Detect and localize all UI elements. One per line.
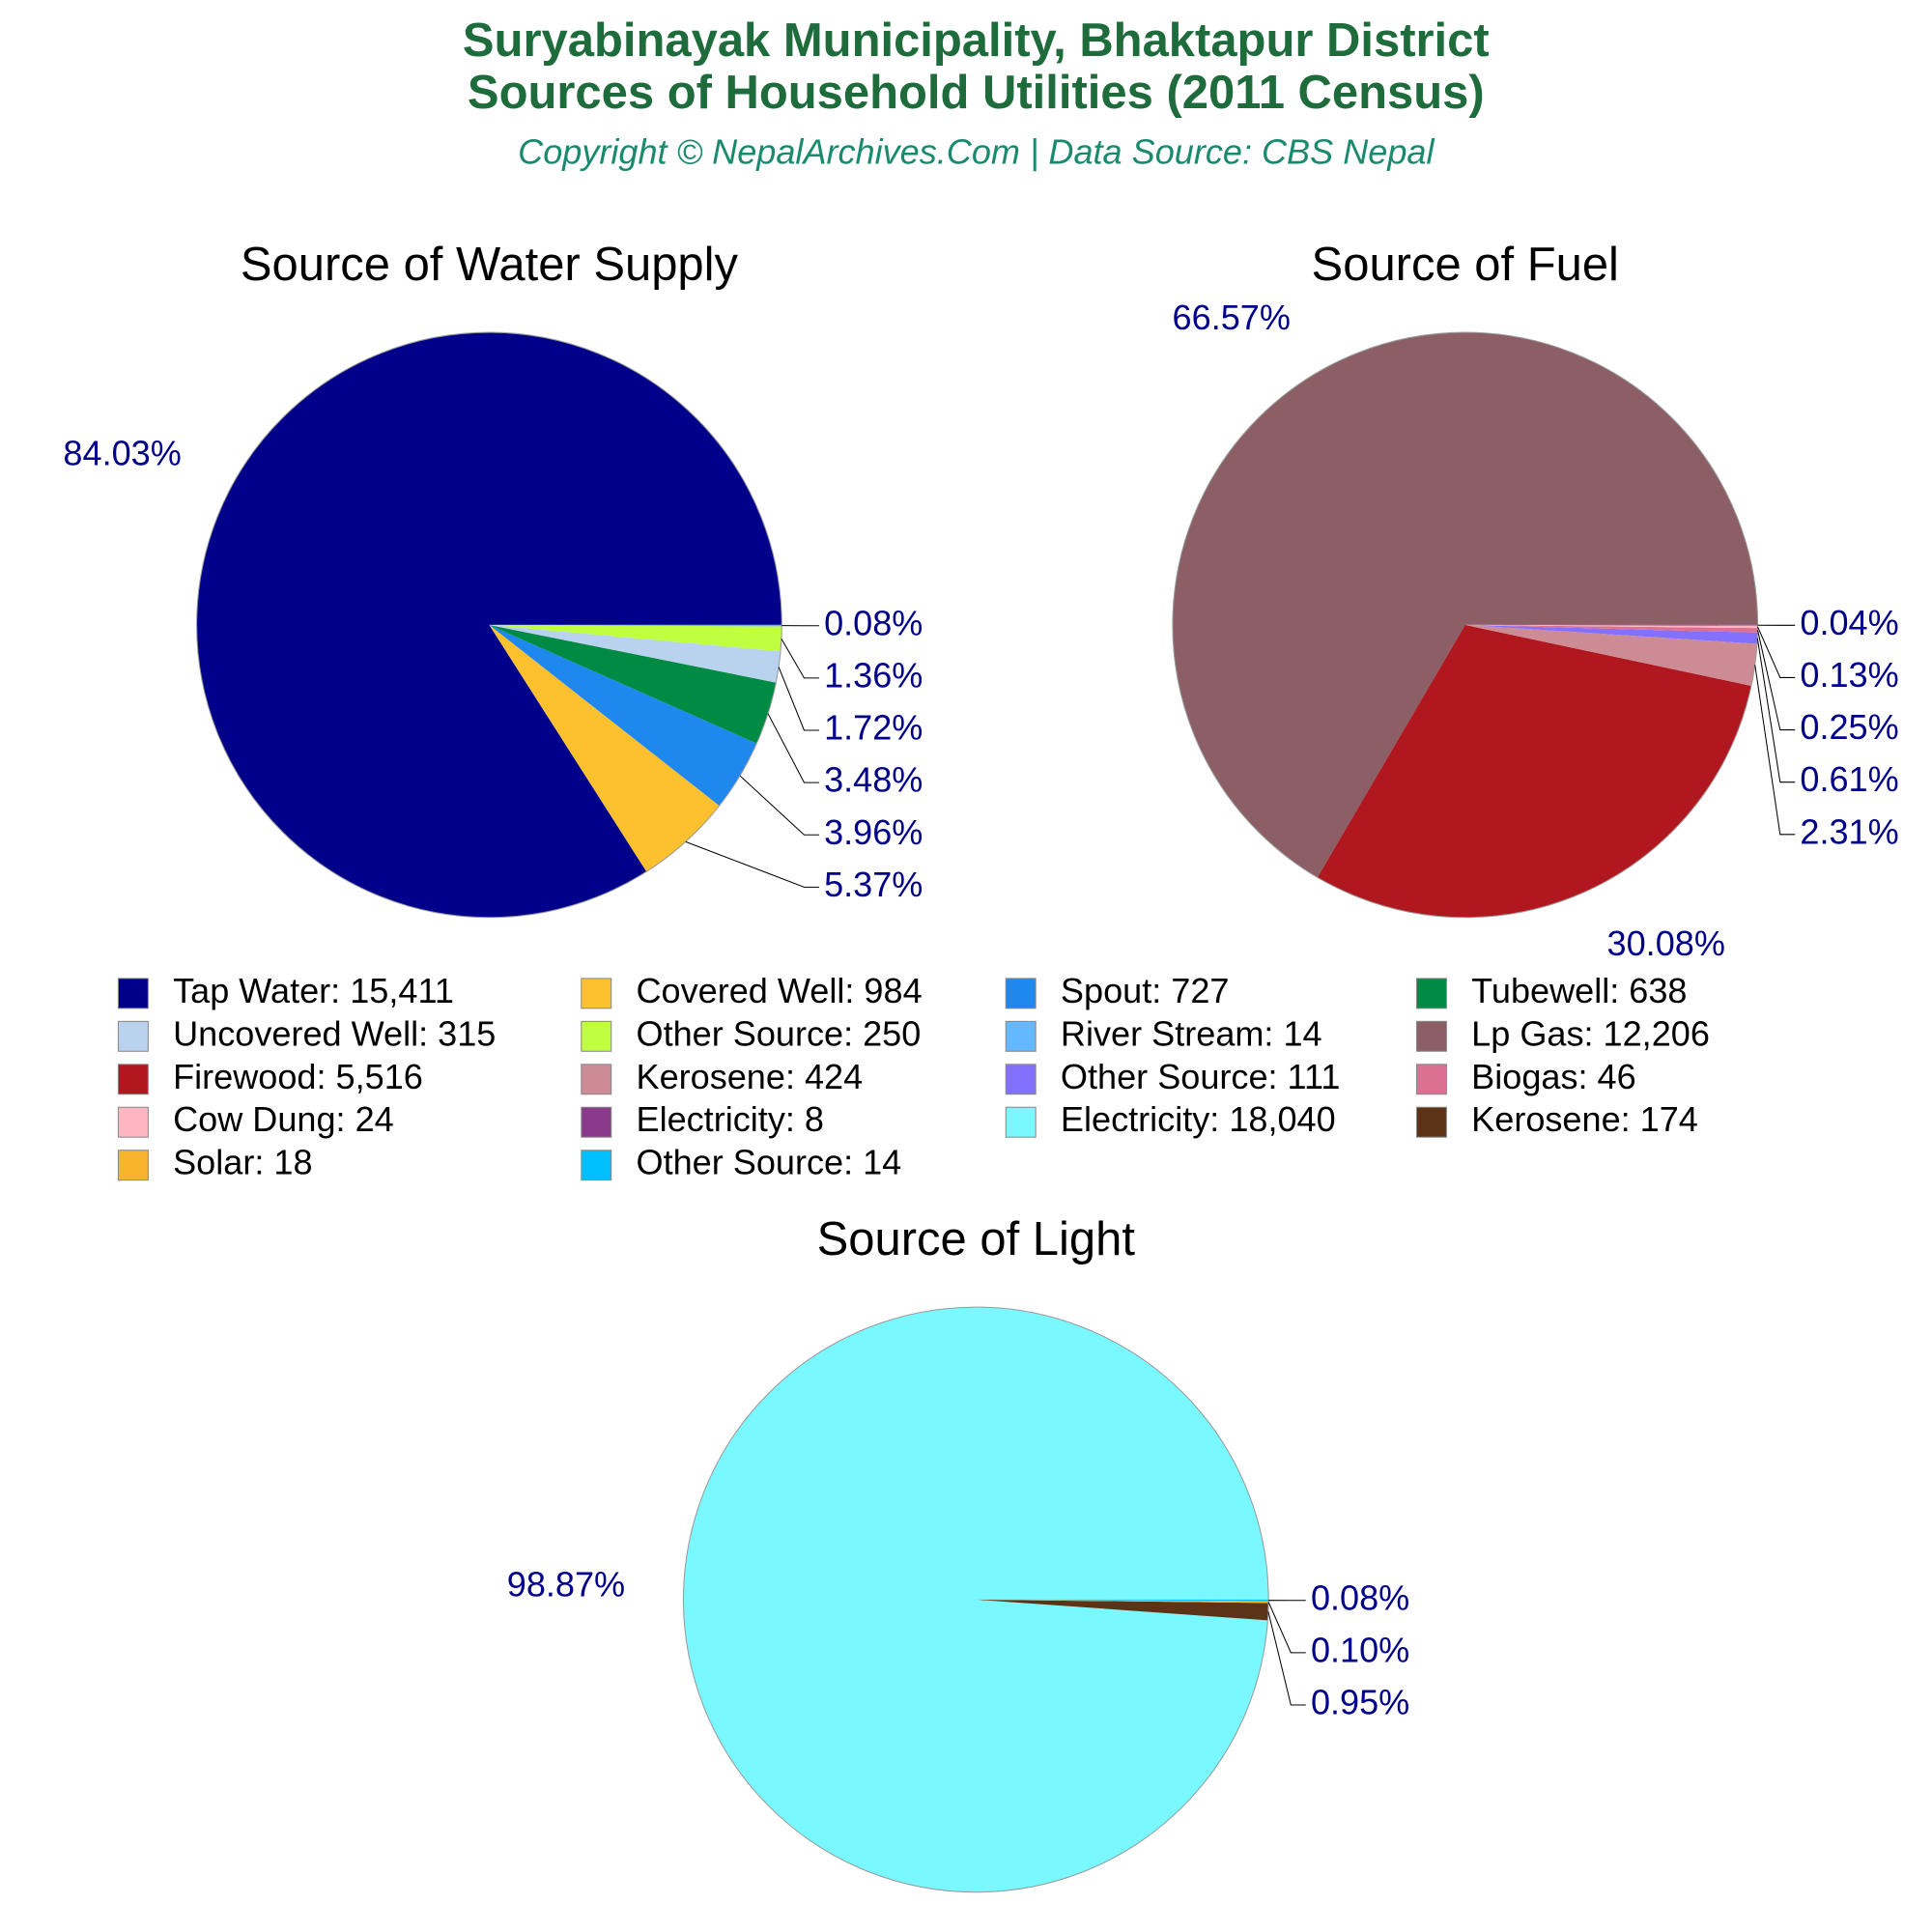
value-label: 84.03% xyxy=(63,434,181,473)
value-label: 0.13% xyxy=(1800,655,1898,695)
pie-slice xyxy=(976,1599,1269,1621)
pie-slice xyxy=(1464,624,1758,629)
legend-swatch xyxy=(581,978,612,1009)
main-title: Suryabinayak Municipality, Bhaktapur Dis… xyxy=(463,14,1490,67)
pie-slice xyxy=(489,624,782,627)
pie-slice xyxy=(1172,332,1758,878)
leader-line xyxy=(739,775,819,836)
legend-swatch xyxy=(117,1106,149,1138)
legend-label: Electricity: 8 xyxy=(637,1099,824,1139)
pie-slice xyxy=(489,624,782,652)
value-label: 98.87% xyxy=(507,1565,625,1605)
value-label: 30.08% xyxy=(1607,923,1725,963)
leader-line xyxy=(778,667,819,731)
legend-swatch xyxy=(117,978,149,1009)
legend-label: Tap Water: 15,411 xyxy=(173,971,454,1010)
pie-outline xyxy=(196,331,782,919)
leader-line xyxy=(781,639,819,679)
pie-slice xyxy=(489,624,757,807)
pie-slice xyxy=(683,1307,1269,1892)
pie-slice xyxy=(489,624,720,872)
pie-slice xyxy=(1317,624,1751,918)
value-label: 0.08% xyxy=(1311,1577,1409,1617)
leader-line xyxy=(685,840,819,888)
legend-label: Kerosene: 424 xyxy=(637,1057,864,1096)
pie-slice xyxy=(1464,624,1757,687)
pie-slice xyxy=(489,624,781,683)
value-label: 5.37% xyxy=(824,865,923,904)
value-label: 0.95% xyxy=(1311,1683,1409,1722)
pie-slice xyxy=(489,624,777,744)
leader-line xyxy=(1754,665,1796,836)
legend-label: Kerosene: 174 xyxy=(1471,1099,1698,1139)
pie-slice xyxy=(1464,624,1758,626)
legend-swatch xyxy=(581,1150,612,1181)
leader-line xyxy=(1757,626,1796,678)
legend-label: Cow Dung: 24 xyxy=(173,1099,394,1139)
value-label: 0.04% xyxy=(1800,603,1898,642)
pie-slice xyxy=(1464,624,1758,644)
legend-label: Electricity: 18,040 xyxy=(1061,1099,1336,1139)
value-label: 3.96% xyxy=(824,812,923,852)
legend-swatch xyxy=(1415,1020,1447,1052)
legend-label: Biogas: 46 xyxy=(1471,1057,1635,1096)
legend-label: Other Source: 111 xyxy=(1061,1057,1340,1096)
legend-label: Firewood: 5,516 xyxy=(173,1057,423,1096)
legend-swatch xyxy=(1415,1064,1447,1095)
pie-title: Source of Water Supply xyxy=(241,239,739,291)
value-label: 0.08% xyxy=(824,603,923,642)
value-label: 1.36% xyxy=(824,655,923,695)
leader-line xyxy=(1267,1611,1306,1706)
legend-swatch xyxy=(1005,978,1037,1009)
subtitle: Copyright © NepalArchives.Com | Data Sou… xyxy=(518,131,1435,171)
legend-swatch xyxy=(581,1064,612,1095)
value-label: 2.31% xyxy=(1800,811,1898,851)
main-title: Sources of Household Utilities (2011 Cen… xyxy=(468,67,1485,119)
legend-swatch xyxy=(581,1106,612,1138)
leader-line xyxy=(767,713,819,783)
legend-swatch xyxy=(1005,1064,1037,1095)
value-label: 0.61% xyxy=(1800,759,1898,799)
legend-label: Other Source: 250 xyxy=(637,1013,922,1053)
legend-swatch xyxy=(1005,1020,1037,1052)
pie-title: Source of Light xyxy=(817,1213,1136,1265)
pie-slice xyxy=(1464,624,1758,633)
value-label: 0.10% xyxy=(1311,1630,1409,1669)
legend-label: Covered Well: 984 xyxy=(637,971,923,1010)
legend-swatch xyxy=(117,1064,149,1095)
legend-swatch xyxy=(117,1020,149,1052)
value-label: 3.48% xyxy=(824,760,923,800)
legend-label: Tubewell: 638 xyxy=(1471,971,1687,1010)
legend-swatch xyxy=(581,1020,612,1052)
leader-line xyxy=(1757,630,1796,731)
pie-outline xyxy=(1172,331,1759,919)
pie-slice xyxy=(976,1599,1269,1602)
legend-swatch xyxy=(117,1150,149,1181)
leader-line xyxy=(1756,638,1796,783)
legend-label: Spout: 727 xyxy=(1061,971,1230,1010)
legend-label: Uncovered Well: 315 xyxy=(173,1013,496,1053)
legend-swatch xyxy=(1415,978,1447,1009)
pie-outline xyxy=(682,1306,1269,1893)
legend-swatch xyxy=(1415,1106,1447,1138)
pie-title: Source of Fuel xyxy=(1312,239,1619,291)
legend-label: River Stream: 14 xyxy=(1061,1013,1322,1053)
value-label: 1.72% xyxy=(824,708,923,748)
value-label: 66.57% xyxy=(1173,298,1291,337)
value-label: 0.25% xyxy=(1800,707,1898,747)
legend-label: Solar: 18 xyxy=(173,1143,312,1182)
legend-swatch xyxy=(1005,1106,1037,1138)
legend-label: Lp Gas: 12,206 xyxy=(1471,1013,1710,1053)
legend-label: Other Source: 14 xyxy=(637,1143,902,1182)
leader-line xyxy=(1267,1602,1306,1654)
pie-slice xyxy=(196,332,782,918)
